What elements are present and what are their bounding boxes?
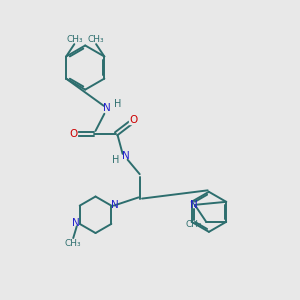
Text: H: H: [112, 155, 119, 165]
Text: N: N: [122, 151, 130, 161]
Text: O: O: [69, 129, 78, 139]
Text: N: N: [111, 200, 119, 210]
Text: N: N: [72, 218, 80, 228]
Text: CH₃: CH₃: [88, 35, 104, 44]
Text: N: N: [103, 103, 111, 113]
Text: H: H: [114, 99, 121, 109]
Text: CH₃: CH₃: [65, 238, 82, 247]
Text: CH₃: CH₃: [185, 220, 202, 229]
Text: O: O: [129, 115, 138, 125]
Text: N: N: [190, 200, 198, 210]
Text: CH₃: CH₃: [66, 35, 83, 44]
